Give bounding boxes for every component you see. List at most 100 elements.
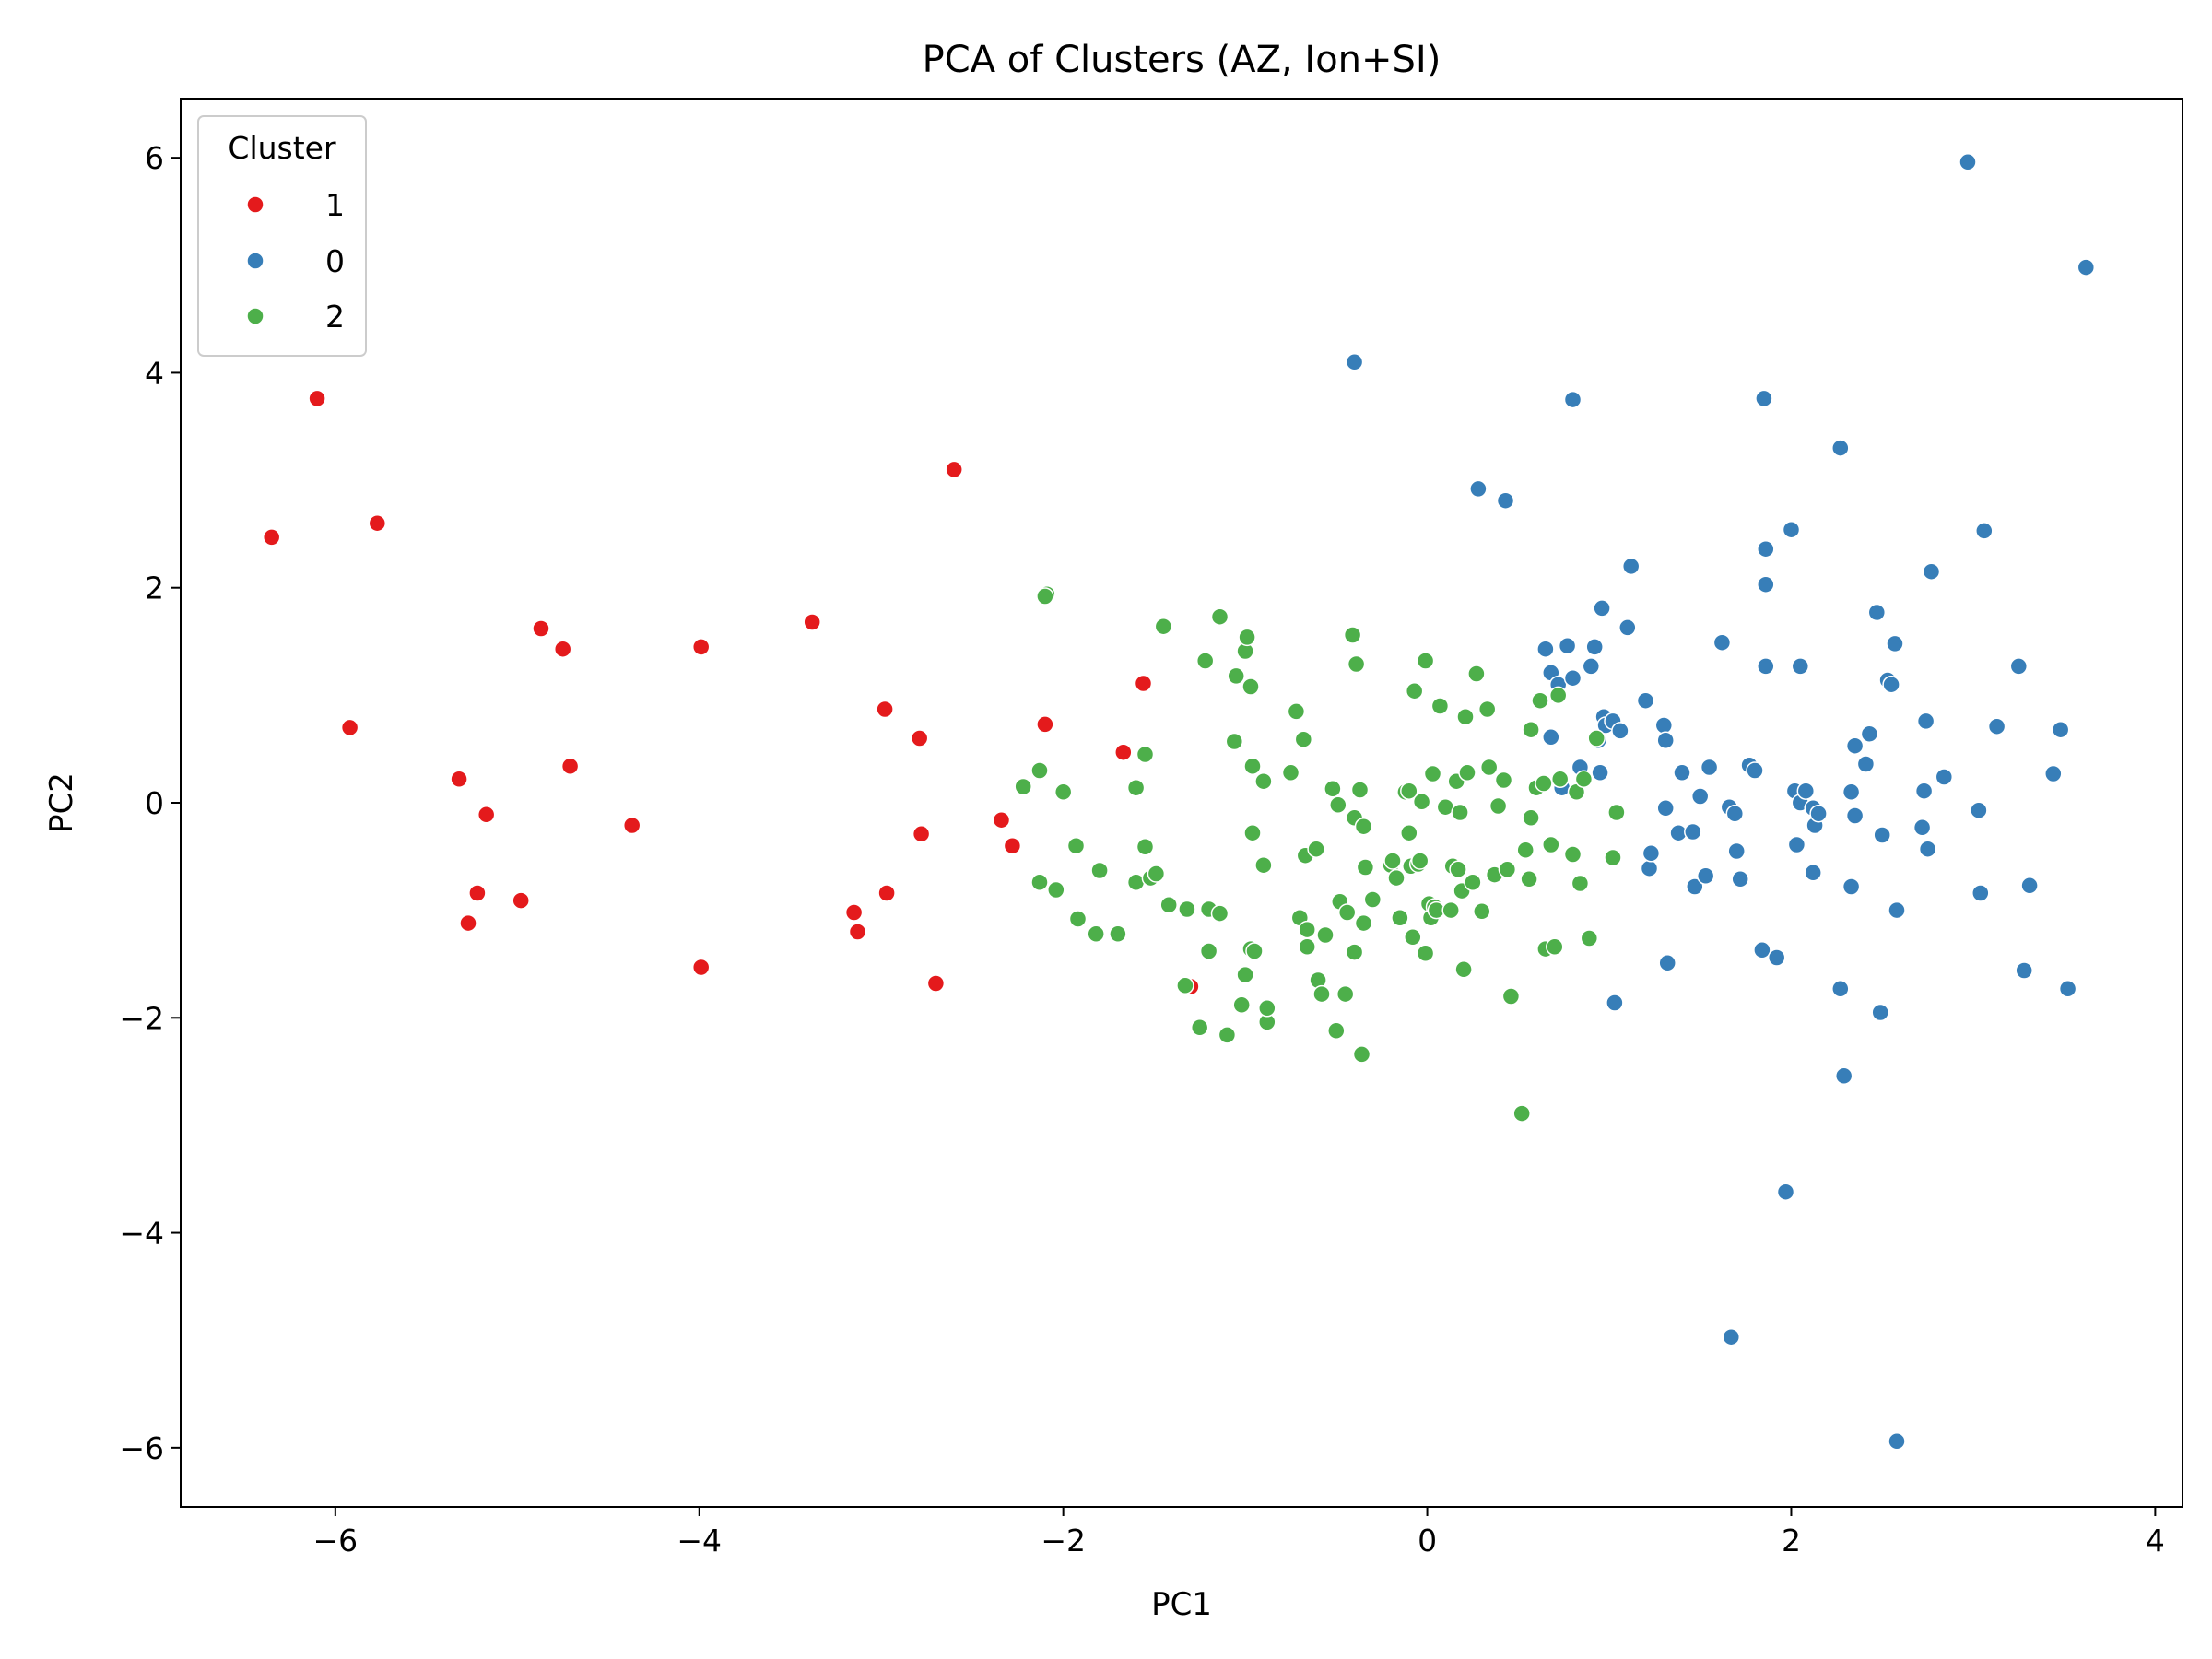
point-cluster-0-73 <box>1871 1003 1889 1022</box>
point-cluster-1-9 <box>532 619 550 638</box>
point-cluster-2-96 <box>1449 860 1467 879</box>
point-cluster-0-3 <box>1536 640 1555 658</box>
point-cluster-0-69 <box>1845 806 1865 825</box>
point-cluster-2-45 <box>1287 702 1306 721</box>
point-cluster-2-66 <box>1352 1045 1371 1064</box>
point-cluster-2-99 <box>1454 960 1473 979</box>
point-cluster-2-14 <box>1135 745 1155 764</box>
point-cluster-1-14 <box>691 958 711 977</box>
point-cluster-2-68 <box>1354 817 1373 836</box>
point-cluster-0-78 <box>1888 900 1906 920</box>
point-cluster-1-26 <box>1036 715 1054 734</box>
legend-marker-cluster-2 <box>246 307 265 325</box>
point-cluster-2-79 <box>1404 928 1422 947</box>
y-tick-label: 6 <box>145 140 164 176</box>
point-cluster-2-53 <box>1312 984 1331 1004</box>
point-cluster-2-1 <box>1036 587 1054 606</box>
point-cluster-0-33 <box>1684 822 1702 841</box>
point-cluster-0-25 <box>1640 859 1659 877</box>
point-cluster-2-5 <box>1047 880 1065 900</box>
point-cluster-1-22 <box>926 974 946 993</box>
point-cluster-0-71 <box>1860 724 1879 744</box>
point-cluster-1-1 <box>308 389 326 408</box>
point-cluster-2-8 <box>1068 910 1088 928</box>
point-cluster-2-130 <box>1587 729 1606 747</box>
point-cluster-0-15 <box>1591 763 1609 782</box>
point-cluster-0-29 <box>1656 799 1675 818</box>
chart-title: PCA of Clusters (AZ, Ion+SI) <box>923 39 1441 81</box>
point-cluster-2-43 <box>1258 999 1277 1018</box>
point-cluster-1-19 <box>877 884 896 902</box>
point-cluster-0-40 <box>1722 1327 1741 1347</box>
point-cluster-0-30 <box>1658 954 1677 972</box>
point-cluster-2-11 <box>1109 924 1127 944</box>
x-axis-label: PC1 <box>1151 1586 1212 1623</box>
x-tick-label: 4 <box>2146 1523 2165 1559</box>
point-cluster-0-34 <box>1686 877 1704 896</box>
point-cluster-2-84 <box>1416 944 1435 963</box>
point-cluster-2-118 <box>1531 691 1549 710</box>
point-cluster-1-27 <box>1114 743 1133 761</box>
point-cluster-0-35 <box>1690 787 1710 806</box>
point-cluster-2-129 <box>1580 929 1599 947</box>
point-cluster-2-91 <box>1430 697 1450 715</box>
y-tick-label: −4 <box>119 1216 164 1252</box>
legend-marker-cluster-1 <box>246 195 265 214</box>
y-tick-label: −2 <box>119 1000 164 1036</box>
legend-label-cluster-0: 0 <box>325 243 345 279</box>
point-cluster-2-111 <box>1501 987 1521 1006</box>
point-cluster-0-93 <box>2020 877 2039 895</box>
point-cluster-1-18 <box>876 700 894 719</box>
point-cluster-0-43 <box>1731 870 1749 888</box>
point-cluster-0-63 <box>1831 439 1850 457</box>
point-cluster-0-41 <box>1725 804 1745 823</box>
y-tick-label: 4 <box>145 355 164 391</box>
point-cluster-0-37 <box>1700 758 1719 777</box>
point-cluster-0-92 <box>2015 961 2033 980</box>
point-cluster-2-131 <box>1604 848 1622 867</box>
point-cluster-2-67 <box>1354 913 1373 933</box>
point-cluster-2-76 <box>1400 782 1418 800</box>
legend: Cluster 1 0 2 <box>197 115 367 357</box>
point-cluster-2-17 <box>1147 865 1166 883</box>
point-cluster-1-10 <box>553 640 572 658</box>
point-cluster-0-0 <box>1345 353 1364 371</box>
point-cluster-2-51 <box>1307 840 1325 858</box>
point-cluster-0-70 <box>1856 755 1876 773</box>
point-cluster-2-109 <box>1494 771 1513 790</box>
point-cluster-2-101 <box>1458 763 1477 782</box>
point-cluster-2-105 <box>1477 700 1497 719</box>
point-cluster-1-24 <box>992 810 1011 830</box>
point-cluster-2-113 <box>1516 841 1535 860</box>
point-cluster-2-80 <box>1405 681 1424 700</box>
point-cluster-2-29 <box>1225 732 1244 751</box>
point-cluster-2-83 <box>1412 793 1431 811</box>
point-cluster-2-54 <box>1316 925 1335 945</box>
point-cluster-2-20 <box>1176 976 1194 995</box>
point-cluster-2-10 <box>1090 861 1109 880</box>
point-cluster-2-27 <box>1210 607 1230 626</box>
point-cluster-0-52 <box>1776 1182 1795 1201</box>
point-cluster-2-116 <box>1522 808 1540 828</box>
point-cluster-1-16 <box>844 903 864 922</box>
point-cluster-2-49 <box>1298 920 1316 939</box>
point-cluster-0-88 <box>1971 884 1990 902</box>
legend-box <box>197 115 367 357</box>
point-cluster-2-85 <box>1416 652 1435 670</box>
point-cluster-1-23 <box>945 460 963 479</box>
point-cluster-1-4 <box>450 770 468 789</box>
point-cluster-2-25 <box>1199 942 1218 960</box>
point-cluster-0-10 <box>1563 390 1583 409</box>
point-cluster-2-119 <box>1535 774 1553 793</box>
point-cluster-2-63 <box>1345 943 1364 961</box>
point-cluster-2-73 <box>1387 868 1406 888</box>
point-cluster-0-72 <box>1867 603 1887 622</box>
point-cluster-0-2 <box>1496 491 1515 510</box>
point-cluster-0-27 <box>1654 716 1674 735</box>
point-cluster-2-39 <box>1245 942 1264 960</box>
point-cluster-2-30 <box>1227 666 1245 686</box>
point-cluster-0-86 <box>1959 153 1977 171</box>
point-cluster-2-97 <box>1451 803 1469 822</box>
point-cluster-0-95 <box>2051 720 2070 739</box>
